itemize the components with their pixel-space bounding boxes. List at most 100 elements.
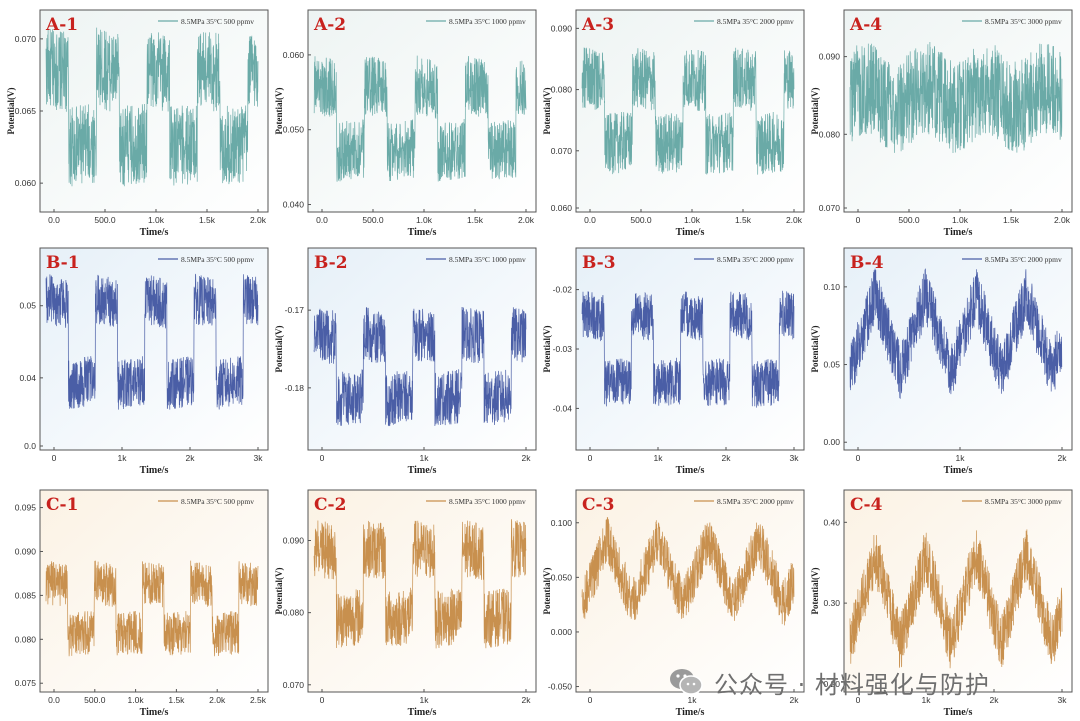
series-line-C-2 bbox=[313, 519, 527, 649]
chart-svg-C-3: -0.050 0.000 0.050 0.100 0 1k 2k Time/s Potentia… bbox=[542, 489, 805, 718]
chart-panel-B-3: -0.02 -0.03 -0.04 0 1k 2k 3k Time/s Potential(V)… bbox=[542, 242, 806, 478]
watermark-text: 公众号 · 材料强化与防护 bbox=[714, 670, 990, 699]
chart-svg-B-3: -0.02 -0.03 -0.04 0 1k 2k 3k Time/s Potential(V)… bbox=[542, 247, 805, 476]
y-tick-label: 0.050 bbox=[283, 125, 305, 135]
series-line-B-2 bbox=[313, 306, 527, 427]
y-tick-label: 0.060 bbox=[15, 178, 37, 188]
chart-panel-A-2: 0.040 0.050 0.060 0.0 500.0 1.0k 1.5k 2.0k Time/… bbox=[274, 4, 538, 240]
series-line-C-4 bbox=[849, 529, 1063, 669]
x-tick-label: 0.0 bbox=[584, 215, 596, 225]
y-tick-label: 0.040 bbox=[283, 200, 305, 210]
y-tick-label: 0.30 bbox=[823, 598, 840, 608]
y-tick-label: 0.080 bbox=[551, 85, 573, 95]
series-line-B-3 bbox=[581, 290, 795, 408]
panel-label: B-3 bbox=[582, 253, 616, 273]
x-axis-label: Time/s bbox=[944, 707, 973, 718]
chart-panel-C-4: 0.20 0.30 0.40 0 1k 2k 3k Time/s Potential(V) 8.5… bbox=[810, 484, 1074, 720]
y-axis-label: Potential(V) bbox=[6, 88, 16, 135]
x-axis-label: Time/s bbox=[408, 465, 437, 476]
x-tick-label: 1k bbox=[956, 453, 966, 463]
legend-entry: 8.5MPa 35°C 2000 ppmv bbox=[717, 497, 794, 506]
chart-svg-C-2: 0.070 0.080 0.090 0 1k 2k Time/s Potential(V) 8.… bbox=[274, 489, 537, 718]
x-tick-label: 2k bbox=[790, 695, 800, 705]
x-axis-label: Time/s bbox=[140, 465, 169, 476]
x-tick-label: 1.5k bbox=[1003, 215, 1020, 225]
legend-entry: 8.5MPa 35°C 1000 ppmv bbox=[449, 497, 526, 506]
panel-label: A-2 bbox=[313, 15, 346, 35]
y-tick-label: -0.18 bbox=[285, 383, 305, 393]
y-tick-label: 0.080 bbox=[819, 129, 841, 139]
y-tick-label: 0.000 bbox=[551, 627, 573, 637]
x-tick-label: 2.0k bbox=[786, 215, 803, 225]
legend-entry: 8.5MPa 35°C 2000 ppmv bbox=[717, 255, 794, 264]
x-tick-label: 0 bbox=[588, 453, 593, 463]
x-axis-label: Time/s bbox=[140, 707, 169, 718]
x-axis-label: Time/s bbox=[408, 707, 437, 718]
x-tick-label: 2k bbox=[1058, 453, 1068, 463]
chart-svg-A-1: 0.060 0.065 0.070 0.0 500.0 1.0k 1.5k 2.0k Time/… bbox=[6, 9, 269, 238]
chart-panel-B-4: 0.00 0.05 0.10 0 1k 2k Time/s Potential(V) 8.5MP… bbox=[810, 242, 1074, 478]
y-axis-label: Potential(V) bbox=[810, 568, 820, 615]
x-tick-label: 1.5k bbox=[168, 695, 185, 705]
plot-area bbox=[575, 247, 805, 451]
chart-svg-B-4: 0.00 0.05 0.10 0 1k 2k Time/s Potential(V) 8.5MP… bbox=[810, 247, 1073, 476]
x-tick-label: 1.5k bbox=[735, 215, 752, 225]
x-tick-label: 1.0k bbox=[952, 215, 969, 225]
y-axis-label: Potential(V) bbox=[542, 88, 552, 135]
x-tick-label: 500.0 bbox=[898, 215, 920, 225]
series-line-A-4 bbox=[849, 41, 1063, 154]
x-tick-label: 2.0k bbox=[1054, 215, 1071, 225]
series-line-B-4 bbox=[849, 268, 1063, 399]
chart-panel-A-4: 0.070 0.080 0.090 0 500.0 1.0k 1.5k 2.0k Time/s P… bbox=[810, 4, 1074, 240]
x-tick-label: 0 bbox=[52, 453, 57, 463]
y-axis-label: Potential(V) bbox=[274, 568, 284, 615]
y-tick-label: 0.05 bbox=[823, 360, 840, 370]
plot-area bbox=[307, 489, 537, 693]
x-tick-label: 3k bbox=[790, 453, 800, 463]
series-line-C-1 bbox=[45, 560, 259, 657]
x-tick-label: 2k bbox=[990, 695, 1000, 705]
x-axis-label: Time/s bbox=[944, 465, 973, 476]
chart-svg-A-3: 0.060 0.070 0.080 0.090 0.0 500.0 1.0k 1.5k 2.0k… bbox=[542, 9, 805, 238]
x-tick-label: 1.0k bbox=[684, 215, 701, 225]
legend-entry: 8.5MPa 35°C 2000 ppmv bbox=[985, 255, 1062, 264]
x-tick-label: 0 bbox=[856, 453, 861, 463]
y-tick-label: 0.10 bbox=[823, 282, 840, 292]
x-axis-label: Time/s bbox=[944, 227, 973, 238]
plot-area bbox=[575, 9, 805, 213]
x-tick-label: 1.0k bbox=[128, 695, 145, 705]
x-tick-label: 2.0k bbox=[518, 215, 535, 225]
y-tick-label: 0.070 bbox=[15, 34, 37, 44]
x-tick-label: 0.0 bbox=[316, 215, 328, 225]
watermark: 公众号 · 材料强化与防护 bbox=[668, 662, 1048, 702]
x-tick-label: 1.5k bbox=[467, 215, 484, 225]
legend-entry: 8.5MPa 35°C 1000 ppmv bbox=[449, 255, 526, 264]
y-axis-label: Potential(V) bbox=[274, 88, 284, 135]
legend-entry: 8.5MPa 35°C 2000 ppmv bbox=[717, 17, 794, 26]
series-line-A-1 bbox=[45, 27, 259, 187]
y-tick-label: 0.00 bbox=[823, 437, 840, 447]
x-tick-label: 0 bbox=[320, 453, 325, 463]
x-tick-label: 1k bbox=[420, 453, 430, 463]
chart-panel-C-2: 0.070 0.080 0.090 0 1k 2k Time/s Potential(V) 8.… bbox=[274, 484, 538, 720]
legend-entry: 8.5MPa 35°C 1000 ppmv bbox=[449, 17, 526, 26]
chart-panel-C-1: 0.075 0.080 0.085 0.090 0.095 0.0 500.0 1.0k 1.5… bbox=[8, 484, 270, 720]
y-tick-label: 0.100 bbox=[551, 518, 573, 528]
x-tick-label: 3k bbox=[254, 453, 264, 463]
plot-area bbox=[307, 9, 537, 213]
panel-label: C-2 bbox=[314, 495, 346, 515]
x-axis-label: Time/s bbox=[140, 227, 169, 238]
x-tick-label: 1k bbox=[688, 695, 698, 705]
x-tick-label: 3k bbox=[1058, 695, 1068, 705]
x-tick-label: 0.0 bbox=[48, 695, 60, 705]
x-tick-label: 0 bbox=[856, 215, 861, 225]
y-tick-label: -0.04 bbox=[553, 403, 573, 413]
x-axis-label: Time/s bbox=[408, 227, 437, 238]
x-tick-label: 2k bbox=[186, 453, 196, 463]
y-axis-label: Potential(V) bbox=[810, 326, 820, 373]
x-tick-label: 500.0 bbox=[84, 695, 106, 705]
y-tick-label: 0.070 bbox=[283, 680, 305, 690]
legend-entry: 8.5MPa 35°C 3000 ppmv bbox=[985, 497, 1062, 506]
series-line-C-3 bbox=[581, 516, 795, 626]
panel-label: C-4 bbox=[850, 495, 883, 515]
